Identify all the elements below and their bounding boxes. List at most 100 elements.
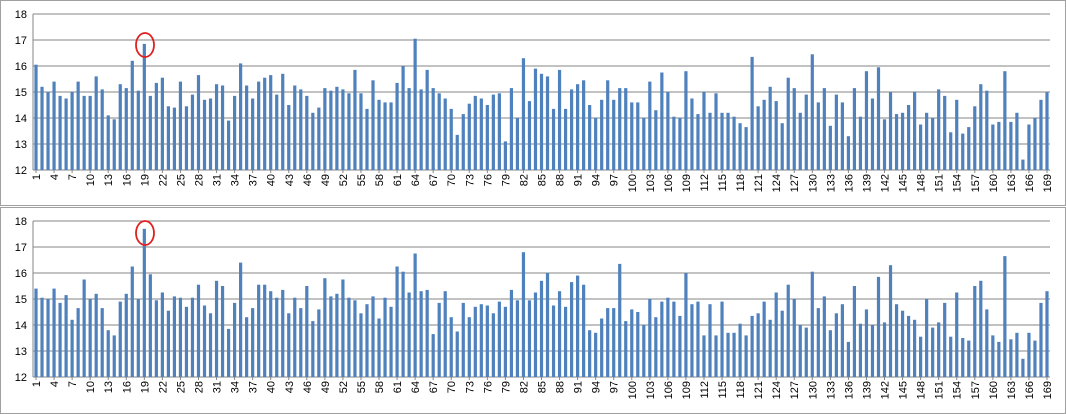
y-tick-label: 13: [15, 139, 27, 151]
bar: [931, 118, 935, 170]
x-tick-label: 91: [573, 174, 585, 186]
bar: [455, 331, 459, 377]
bar: [473, 306, 477, 377]
bar: [618, 88, 622, 170]
x-tick-label: 145: [898, 381, 910, 399]
bar: [329, 296, 333, 377]
x-tick-label: 64: [410, 381, 422, 393]
highlight-circle: [135, 32, 155, 58]
bar: [840, 102, 844, 170]
bar: [961, 133, 965, 170]
bar: [34, 288, 38, 377]
bar: [34, 64, 38, 170]
x-tick-label: 16: [121, 174, 133, 186]
x-tick-label: 112: [699, 174, 711, 192]
bar: [1003, 256, 1007, 377]
bar: [846, 136, 851, 170]
x-tick-label: 76: [482, 381, 494, 393]
bar: [557, 291, 562, 377]
bar: [1033, 118, 1037, 170]
bar: [341, 279, 345, 377]
bar: [816, 102, 820, 170]
bar: [257, 81, 261, 170]
bar: [738, 123, 742, 170]
bar: [648, 81, 652, 170]
bar: [642, 325, 646, 377]
x-tick-label: 13: [103, 174, 115, 186]
bar: [870, 98, 875, 170]
bar: [497, 301, 501, 377]
bar: [642, 118, 646, 170]
x-tick-label: 49: [320, 174, 332, 186]
bar: [654, 110, 658, 170]
bar: [985, 90, 989, 170]
bar: [437, 93, 441, 170]
bar: [479, 304, 483, 377]
bar: [106, 330, 110, 377]
bar: [425, 289, 429, 377]
x-tick-label: 1: [31, 381, 43, 387]
bar: [798, 112, 802, 170]
bar: [275, 297, 279, 377]
highlight-circle: [135, 220, 155, 246]
bar: [551, 305, 556, 377]
bar: [130, 60, 134, 170]
bar: [852, 286, 857, 377]
bar: [365, 108, 369, 170]
bar: [979, 280, 983, 377]
y-tick-label: 15: [15, 294, 27, 306]
bar: [214, 84, 219, 170]
bar: [798, 325, 802, 377]
bar: [353, 69, 357, 170]
bar: [287, 105, 291, 170]
x-tick-label: 88: [555, 381, 567, 393]
bar: [239, 262, 243, 377]
bar: [443, 98, 447, 170]
bar: [172, 296, 177, 377]
bar: [804, 327, 808, 377]
bar: [251, 308, 255, 377]
bar: [467, 317, 471, 377]
bar: [606, 80, 610, 170]
x-tick-label: 79: [500, 381, 512, 393]
bar: [70, 319, 74, 377]
x-tick-label: 151: [934, 381, 946, 399]
x-tick-label: 55: [356, 381, 368, 393]
bar: [967, 340, 971, 377]
bar: [780, 310, 784, 377]
bar: [257, 284, 261, 377]
bar: [714, 93, 718, 170]
bar: [503, 306, 507, 377]
bar: [323, 88, 327, 170]
bar: [521, 252, 526, 377]
bar: [136, 299, 140, 377]
bar: [160, 292, 164, 377]
bar: [371, 296, 375, 377]
bar: [136, 90, 140, 170]
bar: [744, 127, 748, 170]
bar: [461, 114, 465, 170]
bar: [118, 301, 122, 377]
bar: [239, 63, 243, 170]
bar: [347, 297, 351, 377]
bar: [311, 321, 315, 377]
bar: [1045, 92, 1049, 170]
bar: [389, 306, 393, 377]
bar: [612, 99, 616, 170]
bar: [196, 75, 201, 170]
bar: [443, 291, 447, 377]
bar: [293, 85, 297, 170]
x-tick-label: 163: [1006, 381, 1018, 399]
x-tick-label: 148: [916, 381, 928, 399]
bar: [937, 322, 941, 377]
bar: [906, 315, 911, 377]
bar: [76, 308, 80, 377]
bar: [684, 273, 688, 377]
bar: [94, 76, 98, 170]
bar: [937, 89, 941, 170]
bar: [401, 66, 405, 170]
x-tick-label: 4: [49, 381, 61, 387]
bar: [684, 71, 688, 170]
bar: [774, 101, 778, 170]
